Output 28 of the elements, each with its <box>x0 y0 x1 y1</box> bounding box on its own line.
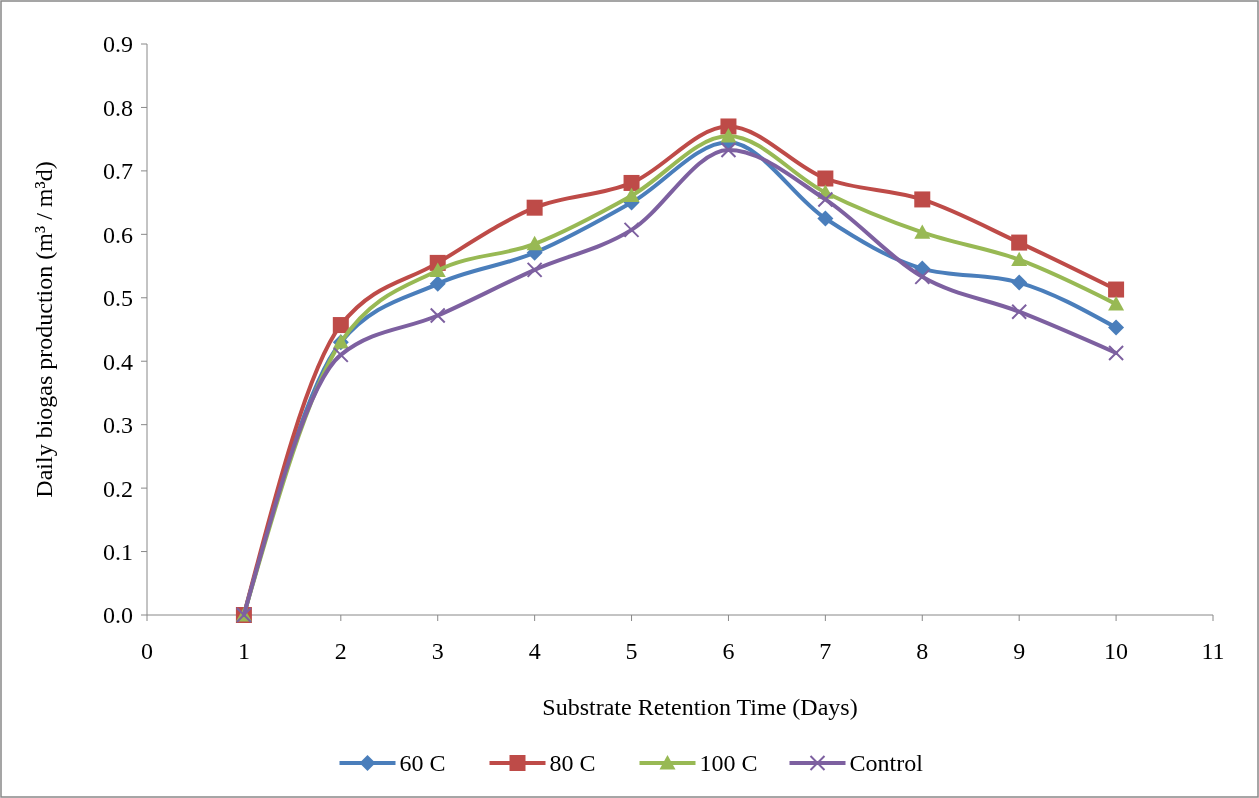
y-tick-label: 0.3 <box>103 412 133 439</box>
x-tick-label: 3 <box>431 638 444 664</box>
x-tick-label: 1 <box>237 638 250 664</box>
x-axis-title: Substrate Retention Time (Days) <box>542 694 858 720</box>
x-tick-label: 7 <box>819 638 832 664</box>
y-tick-label: 0.2 <box>103 475 133 502</box>
y-tick-label: 0.1 <box>103 538 133 565</box>
x-tick-label: 8 <box>916 638 929 664</box>
y-tick-label: 0.4 <box>103 348 133 375</box>
x-tick-label: 4 <box>528 638 541 664</box>
y-tick-label: 0.0 <box>103 602 133 629</box>
x-tick-label: 2 <box>334 638 347 664</box>
y-tick-label: 0.5 <box>103 285 133 312</box>
y-tick-label: 0.7 <box>103 158 133 185</box>
legend-label: Control <box>849 750 924 777</box>
x-tick-label: 5 <box>625 638 638 664</box>
x-tick-label: 11 <box>1201 638 1225 664</box>
x-tick-label: 6 <box>722 638 735 664</box>
legend-label: 100 C <box>699 750 758 777</box>
x-tick-label: 10 <box>1104 638 1129 664</box>
y-axis-title: Daily biogas production (m³ / m³d) <box>31 161 57 498</box>
x-tick-label: 9 <box>1013 638 1026 664</box>
legend-label: 60 C <box>399 750 446 777</box>
y-tick-label: 0.8 <box>103 94 133 121</box>
y-tick-label: 0.9 <box>103 31 133 58</box>
x-tick-label: 0 <box>141 638 153 664</box>
y-tick-label: 0.6 <box>103 221 133 248</box>
legend-label: 80 C <box>549 750 596 777</box>
